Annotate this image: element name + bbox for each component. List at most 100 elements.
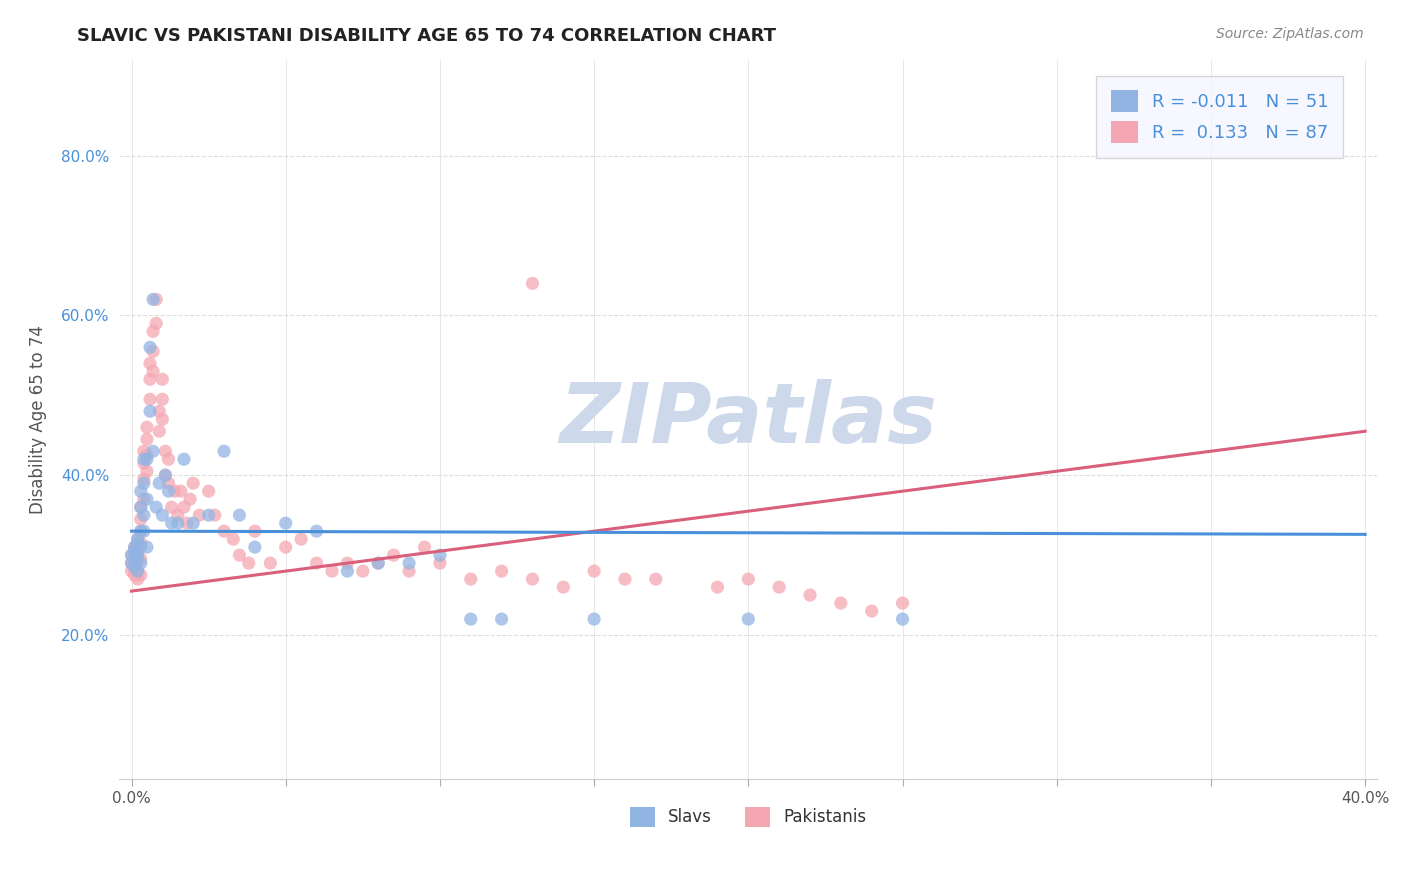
Point	[150, 508, 173, 523]
Point	[830, 596, 852, 610]
Point	[583, 612, 606, 626]
Point	[222, 532, 245, 546]
Point	[127, 532, 149, 546]
Point	[129, 536, 152, 550]
Point	[644, 572, 666, 586]
Point	[132, 444, 155, 458]
Point	[166, 516, 188, 531]
Point	[139, 404, 162, 418]
Point	[127, 552, 149, 566]
Point	[176, 516, 198, 531]
Point	[129, 552, 152, 566]
Point	[142, 324, 165, 338]
Point	[132, 492, 155, 507]
Point	[228, 508, 250, 523]
Point	[197, 508, 219, 523]
Point	[173, 452, 195, 467]
Text: Source: ZipAtlas.com: Source: ZipAtlas.com	[1216, 27, 1364, 41]
Point	[460, 572, 482, 586]
Point	[127, 564, 149, 578]
Point	[367, 556, 389, 570]
Point	[121, 548, 143, 562]
Point	[132, 452, 155, 467]
Point	[132, 508, 155, 523]
Legend: Slavs, Pakistanis: Slavs, Pakistanis	[621, 798, 875, 835]
Point	[321, 564, 343, 578]
Point	[142, 444, 165, 458]
Point	[212, 444, 235, 458]
Point	[124, 552, 146, 566]
Point	[150, 412, 173, 426]
Point	[142, 344, 165, 359]
Text: ZIPatlas: ZIPatlas	[560, 379, 938, 459]
Point	[522, 572, 544, 586]
Y-axis label: Disability Age 65 to 74: Disability Age 65 to 74	[30, 325, 46, 514]
Point	[127, 536, 149, 550]
Point	[136, 464, 159, 478]
Point	[124, 544, 146, 558]
Point	[799, 588, 821, 602]
Point	[160, 516, 183, 531]
Point	[127, 548, 149, 562]
Point	[228, 548, 250, 562]
Point	[157, 452, 180, 467]
Point	[148, 404, 170, 418]
Point	[142, 364, 165, 378]
Point	[157, 476, 180, 491]
Point	[127, 532, 149, 546]
Point	[238, 556, 260, 570]
Point	[148, 476, 170, 491]
Point	[155, 468, 177, 483]
Point	[150, 392, 173, 407]
Point	[129, 568, 152, 582]
Point	[305, 556, 328, 570]
Point	[737, 572, 759, 586]
Point	[163, 484, 186, 499]
Point	[160, 500, 183, 515]
Point	[181, 516, 204, 531]
Point	[124, 568, 146, 582]
Point	[150, 372, 173, 386]
Point	[274, 516, 297, 531]
Point	[139, 372, 162, 386]
Point	[139, 340, 162, 354]
Point	[136, 540, 159, 554]
Point	[139, 392, 162, 407]
Text: SLAVIC VS PAKISTANI DISABILITY AGE 65 TO 74 CORRELATION CHART: SLAVIC VS PAKISTANI DISABILITY AGE 65 TO…	[77, 27, 776, 45]
Point	[132, 456, 155, 470]
Point	[124, 544, 146, 558]
Point	[179, 492, 201, 507]
Point	[460, 612, 482, 626]
Point	[124, 560, 146, 574]
Point	[129, 524, 152, 538]
Point	[170, 484, 193, 499]
Point	[382, 548, 405, 562]
Point	[173, 500, 195, 515]
Point	[121, 556, 143, 570]
Point	[429, 548, 451, 562]
Point	[243, 540, 266, 554]
Point	[129, 484, 152, 499]
Point	[429, 556, 451, 570]
Point	[155, 468, 177, 483]
Point	[891, 612, 914, 626]
Point	[148, 424, 170, 438]
Point	[891, 596, 914, 610]
Point	[768, 580, 790, 594]
Point	[136, 448, 159, 462]
Point	[136, 492, 159, 507]
Point	[142, 293, 165, 307]
Point	[139, 356, 162, 370]
Point	[129, 556, 152, 570]
Point	[181, 476, 204, 491]
Point	[145, 293, 167, 307]
Point	[491, 612, 513, 626]
Point	[336, 556, 359, 570]
Point	[398, 564, 420, 578]
Point	[259, 556, 281, 570]
Point	[132, 472, 155, 486]
Point	[737, 612, 759, 626]
Point	[121, 556, 143, 570]
Point	[127, 544, 149, 558]
Point	[553, 580, 575, 594]
